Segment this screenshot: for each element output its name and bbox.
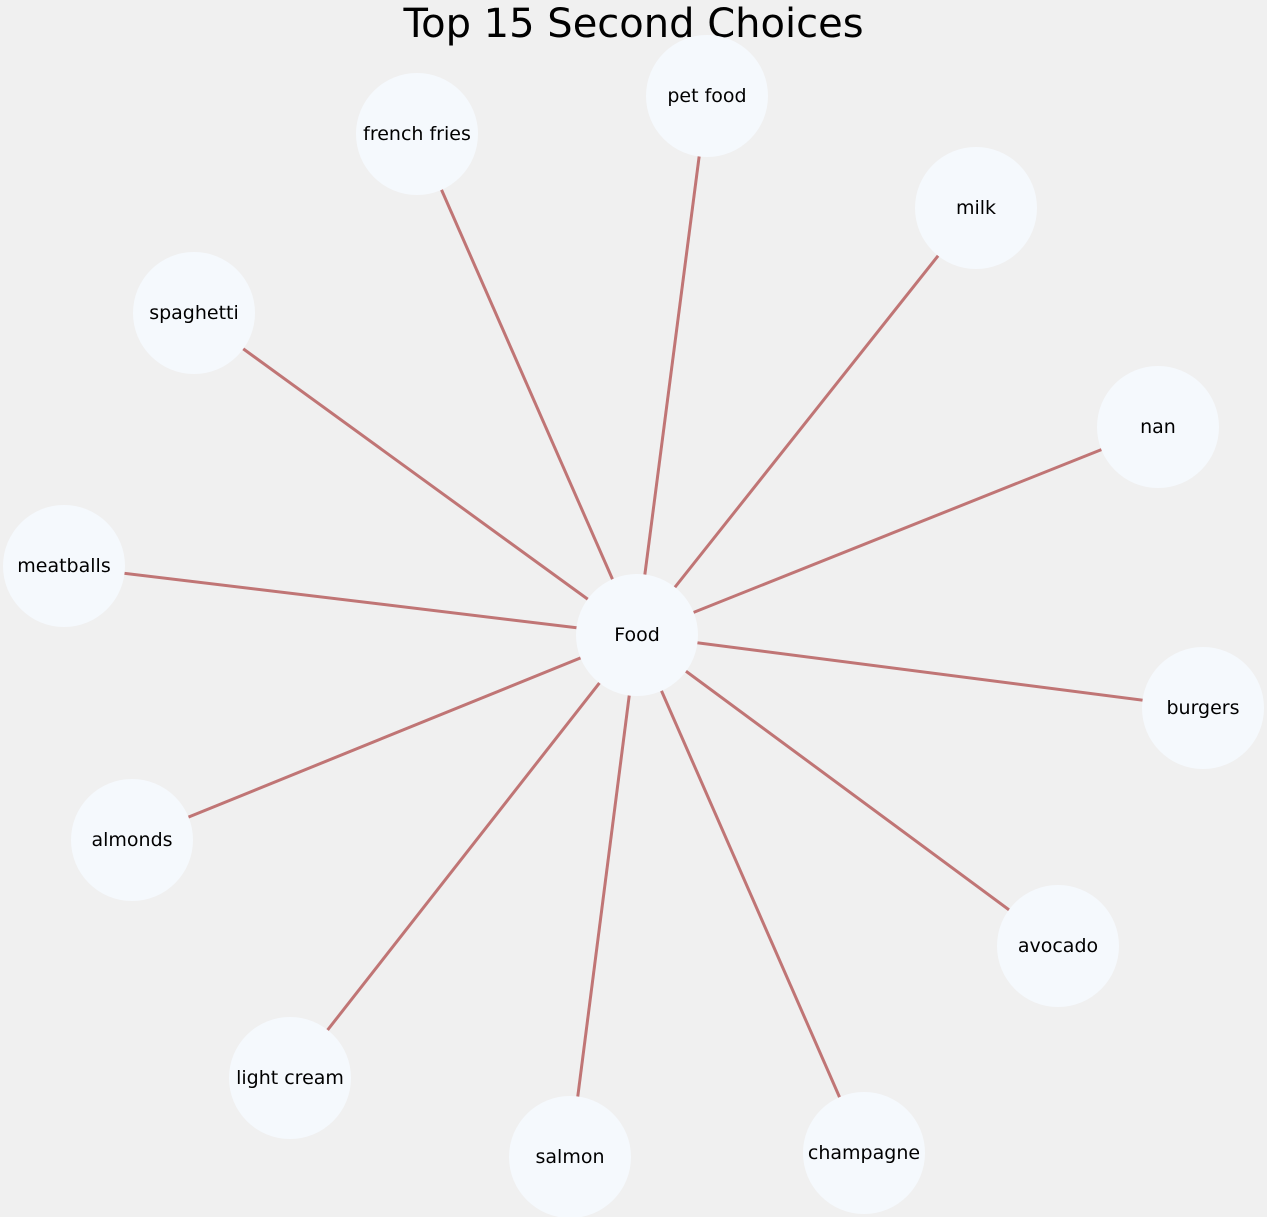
edge-food-milk xyxy=(635,207,978,636)
node-salmon-circle xyxy=(509,1096,631,1217)
node-pet-food-label: pet food xyxy=(667,85,746,107)
node-pet-food-circle xyxy=(646,35,768,157)
node-spaghetti-circle xyxy=(133,252,255,374)
edge-food-french-fries xyxy=(415,133,639,636)
node-french-fries-circle xyxy=(356,73,478,195)
node-light-cream: light cream xyxy=(229,1017,351,1139)
node-avocado-label: avocado xyxy=(1018,935,1098,957)
node-champagne-label: champagne xyxy=(808,1142,920,1164)
node-french-fries-label: french fries xyxy=(363,123,471,145)
edges xyxy=(63,95,1204,1158)
edge-food-pet-food xyxy=(635,95,709,636)
node-almonds: almonds xyxy=(71,779,193,901)
node-nan-label: nan xyxy=(1140,416,1176,438)
node-avocado: avocado xyxy=(997,885,1119,1007)
node-center-food-circle xyxy=(576,574,698,696)
node-almonds-circle xyxy=(71,779,193,901)
node-avocado-circle xyxy=(997,885,1119,1007)
edge-food-burgers xyxy=(636,633,1204,710)
node-salmon-label: salmon xyxy=(536,1146,605,1168)
node-pet-food: pet food xyxy=(646,35,768,157)
node-milk-label: milk xyxy=(956,197,996,219)
node-almonds-label: almonds xyxy=(91,829,172,851)
node-champagne: champagne xyxy=(803,1092,925,1214)
edge-food-nan xyxy=(636,425,1159,637)
node-nan-circle xyxy=(1097,366,1219,488)
node-light-cream-circle xyxy=(229,1017,351,1139)
node-nan: nan xyxy=(1097,366,1219,488)
node-french-fries: french fries xyxy=(356,73,478,195)
edge-food-light-cream xyxy=(288,634,639,1079)
node-light-cream-label: light cream xyxy=(236,1067,344,1089)
node-burgers: burgers xyxy=(1142,647,1264,769)
node-burgers-circle xyxy=(1142,647,1264,769)
nodes: pet food milk nan burgers avocado champagne sa… xyxy=(3,35,1264,1217)
edge-food-salmon xyxy=(568,634,639,1158)
node-meatballs: meatballs xyxy=(3,505,125,627)
node-spaghetti: spaghetti xyxy=(133,252,255,374)
edge-food-meatballs xyxy=(63,564,638,637)
node-spaghetti-label: spaghetti xyxy=(149,302,239,324)
node-milk: milk xyxy=(915,147,1037,269)
edge-food-avocado xyxy=(636,633,1059,948)
node-center-food: Food xyxy=(576,574,698,696)
diagram-title: Top 15 Second Choices xyxy=(403,1,864,47)
node-meatballs-label: meatballs xyxy=(17,555,110,577)
edge-food-almonds xyxy=(131,633,638,842)
edge-food-spaghetti xyxy=(193,311,638,637)
node-salmon: salmon xyxy=(509,1096,631,1217)
edge-food-champagne xyxy=(635,634,866,1154)
node-champagne-circle xyxy=(803,1092,925,1214)
node-burgers-label: burgers xyxy=(1166,697,1239,719)
node-meatballs-circle xyxy=(3,505,125,627)
node-center-food-label: Food xyxy=(614,624,660,646)
node-milk-circle xyxy=(915,147,1037,269)
